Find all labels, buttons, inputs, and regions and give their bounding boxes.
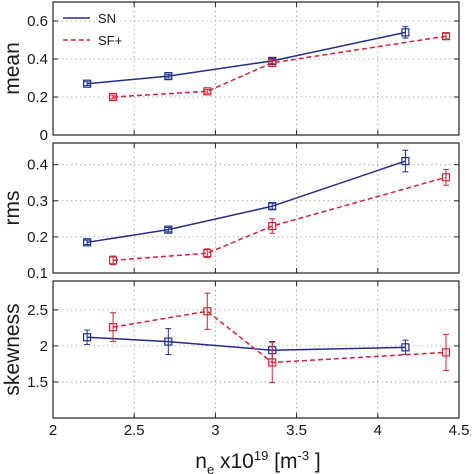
data-point — [268, 58, 277, 67]
x-axis-label: ne x1019 [m-3 ] — [195, 448, 321, 474]
data-point — [441, 348, 451, 357]
data-point — [108, 92, 118, 102]
y-tick-label: 1.5 — [27, 374, 48, 391]
series-line-sn — [87, 31, 406, 85]
y-tick-label: 0.1 — [27, 265, 48, 282]
data-point — [441, 173, 451, 182]
series-line-sn — [87, 336, 406, 351]
series-line-sf — [112, 310, 447, 364]
series-line-sf — [113, 35, 447, 98]
data-point — [268, 202, 277, 211]
x-tick-label: 4.5 — [449, 422, 470, 439]
series-line-sf — [113, 176, 447, 262]
data-point — [441, 32, 451, 41]
chart-panels: 00.20.40.6mean0.10.20.30.4rms1.522.5skew… — [1, 1, 460, 419]
legend-label-sn: SN — [98, 11, 116, 26]
data-point — [268, 358, 277, 367]
y-tick-label: 0.4 — [27, 51, 48, 68]
series-sn — [83, 328, 410, 360]
y-axis-label-mean: mean — [1, 42, 24, 95]
x-tick-label: 4 — [374, 422, 382, 439]
y-tick-label: 0.6 — [27, 13, 48, 30]
shared-x-axis: 2 2.5 3 3.5 4 4.5 — [49, 422, 470, 439]
y-tick-label: 0.2 — [27, 229, 48, 246]
data-point — [164, 337, 173, 346]
data-point — [83, 238, 92, 247]
series-sf — [108, 168, 451, 266]
data-point — [203, 87, 212, 96]
legend-label-sf: SF+ — [98, 33, 122, 48]
y-tick-label: 0.2 — [27, 89, 48, 106]
chart-legend: SN SF+ — [63, 11, 122, 48]
series-sn — [83, 26, 410, 88]
x-tick-label: 3.5 — [286, 422, 307, 439]
data-point — [401, 156, 410, 166]
x-tick-label: 3 — [211, 422, 219, 439]
series-sn — [83, 149, 410, 247]
series-line-sn — [86, 160, 406, 244]
data-point — [401, 343, 410, 352]
data-point — [164, 225, 173, 234]
data-point — [108, 323, 118, 332]
series-sf — [108, 292, 451, 384]
data-point — [164, 71, 173, 81]
data-point — [83, 79, 92, 88]
data-point — [203, 249, 212, 258]
panel-frame — [52, 142, 460, 274]
y-tick-label: 2.5 — [27, 302, 48, 319]
data-point — [268, 221, 277, 231]
x-tick-label: 2 — [49, 422, 57, 439]
x-tick-label: 2.5 — [124, 422, 145, 439]
y-tick-label: 0 — [40, 127, 48, 144]
y-axis-label-skewness: skewness — [1, 303, 24, 395]
panel-frame — [52, 280, 460, 419]
y-axis-label-rms: rms — [1, 191, 24, 226]
data-point — [83, 333, 92, 342]
y-tick-label: 0.3 — [27, 193, 48, 210]
panel-frame — [52, 1, 460, 136]
y-tick-label: 0.4 — [27, 157, 48, 174]
series-sf — [108, 32, 451, 102]
data-point — [203, 307, 212, 316]
data-point — [401, 28, 410, 37]
y-tick-label: 2 — [40, 338, 48, 355]
data-point — [108, 256, 118, 265]
